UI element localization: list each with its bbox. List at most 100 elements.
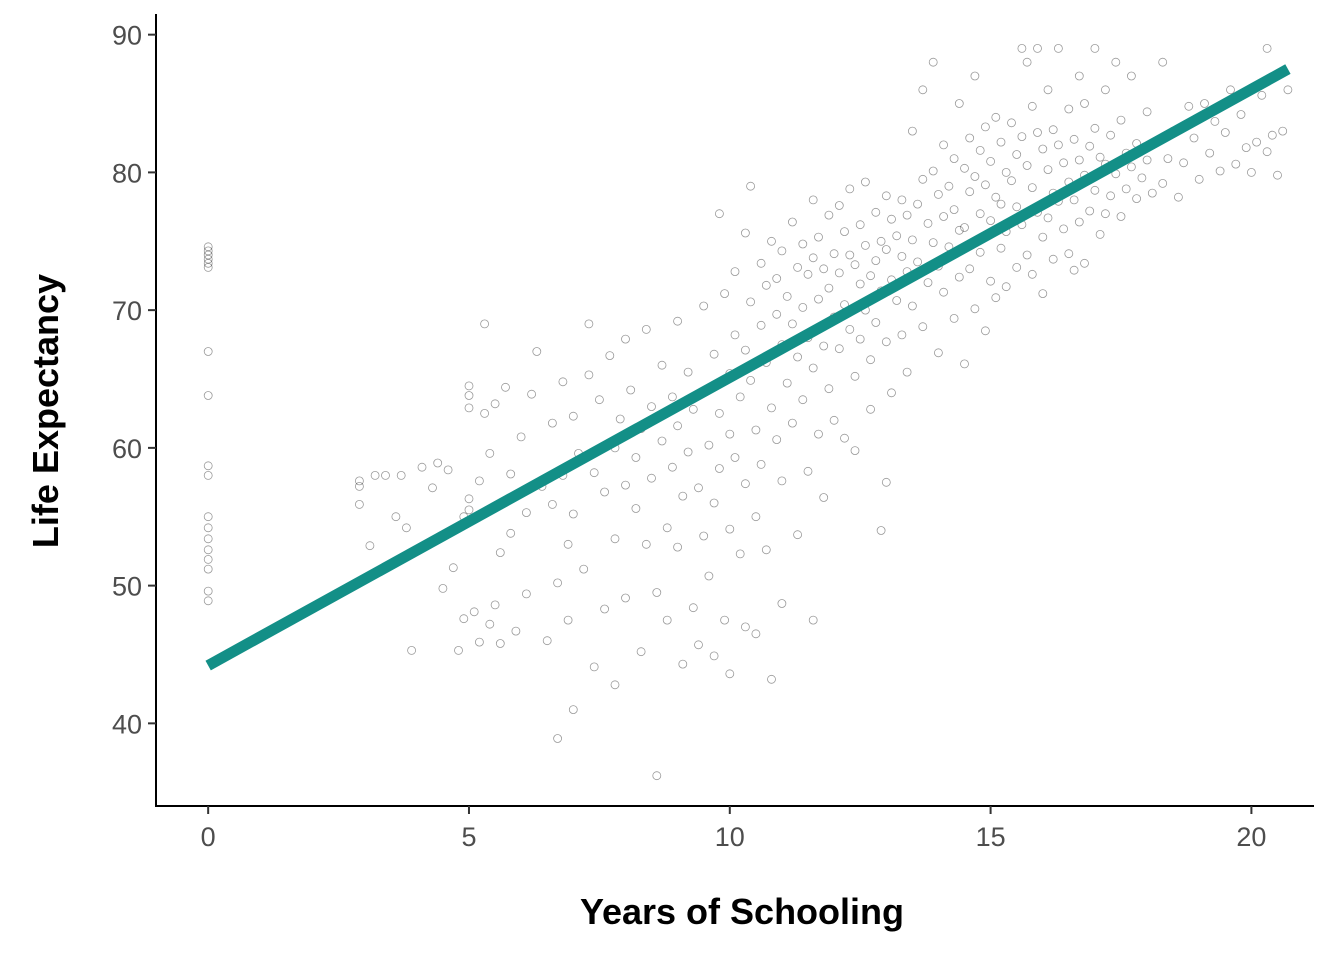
- data-point: [991, 192, 1001, 202]
- data-point: [203, 242, 213, 252]
- data-point: [589, 662, 599, 672]
- data-point: [621, 480, 630, 490]
- data-point: [511, 626, 521, 636]
- data-point: [887, 214, 896, 224]
- data-point: [203, 246, 213, 256]
- data-point: [975, 145, 985, 155]
- data-point: [970, 71, 980, 81]
- data-point: [881, 337, 891, 347]
- data-point: [1069, 134, 1079, 144]
- data-point: [788, 418, 797, 428]
- data-point: [751, 629, 761, 639]
- data-point: [203, 258, 213, 268]
- data-point: [1001, 167, 1011, 177]
- data-point: [1106, 191, 1115, 201]
- data-point: [866, 355, 875, 365]
- data-point: [866, 404, 875, 414]
- data-point: [527, 389, 536, 399]
- data-point: [986, 216, 995, 226]
- data-point: [808, 363, 818, 373]
- data-point: [381, 470, 390, 480]
- data-point: [834, 344, 844, 354]
- data-point: [454, 646, 463, 655]
- data-point: [803, 269, 813, 279]
- data-point: [715, 408, 724, 418]
- data-point: [203, 347, 213, 356]
- data-point: [939, 140, 948, 150]
- data-point: [495, 548, 505, 557]
- data-point: [871, 318, 881, 327]
- data-point: [1059, 158, 1068, 168]
- data-point: [647, 473, 656, 483]
- data-point: [1074, 155, 1084, 165]
- data-point: [1095, 152, 1105, 162]
- data-point: [720, 289, 729, 299]
- data-point: [996, 243, 1006, 253]
- data-point: [1017, 44, 1027, 53]
- data-point: [741, 345, 750, 355]
- data-point: [506, 469, 516, 479]
- data-point: [558, 377, 568, 387]
- data-point: [845, 250, 855, 260]
- data-point: [1127, 71, 1136, 81]
- data-point: [887, 388, 896, 398]
- data-point: [1095, 229, 1105, 239]
- data-point: [522, 508, 531, 517]
- data-point: [824, 210, 834, 220]
- data-point: [1085, 141, 1095, 151]
- data-point: [939, 212, 948, 221]
- data-point: [881, 191, 891, 201]
- data-point: [756, 258, 766, 268]
- data-point: [965, 264, 975, 274]
- data-point: [923, 278, 933, 288]
- data-point: [203, 250, 213, 260]
- data-point: [370, 470, 380, 480]
- data-point: [1043, 213, 1053, 223]
- data-point: [1054, 44, 1063, 53]
- data-point: [704, 440, 714, 450]
- data-point: [673, 542, 682, 552]
- data-point: [203, 254, 213, 264]
- data-point: [913, 199, 922, 209]
- data-point: [855, 279, 865, 289]
- data-point: [954, 272, 964, 282]
- data-point: [704, 571, 714, 581]
- data-point: [365, 541, 375, 551]
- data-point: [1069, 195, 1079, 205]
- data-point: [657, 436, 667, 446]
- data-point: [871, 207, 881, 217]
- data-point: [756, 459, 766, 469]
- data-point: [798, 395, 808, 405]
- data-point: [788, 319, 797, 329]
- data-point: [949, 154, 959, 164]
- data-point: [683, 367, 693, 377]
- data-point: [668, 462, 677, 472]
- data-point: [688, 404, 698, 414]
- y-tick-label: 50: [112, 572, 142, 602]
- data-point: [808, 195, 818, 205]
- data-point: [203, 586, 213, 596]
- data-point: [876, 236, 886, 246]
- data-point: [829, 415, 839, 425]
- data-point: [709, 349, 719, 359]
- data-point: [522, 589, 531, 599]
- data-point: [850, 260, 860, 270]
- data-point: [354, 476, 364, 486]
- y-tick-label: 60: [112, 434, 142, 464]
- data-point: [725, 429, 735, 439]
- data-point: [730, 267, 740, 277]
- data-point: [662, 615, 672, 625]
- data-point: [548, 499, 557, 509]
- data-point: [897, 195, 907, 205]
- data-point: [928, 238, 938, 248]
- data-point: [908, 301, 917, 311]
- data-point: [1007, 118, 1016, 128]
- data-point: [1059, 224, 1068, 234]
- data-point: [203, 596, 213, 606]
- data-point: [725, 524, 735, 534]
- data-point: [845, 184, 855, 194]
- data-point: [902, 210, 912, 220]
- data-point: [1200, 99, 1209, 108]
- data-point: [1027, 101, 1037, 111]
- data-point: [1074, 71, 1084, 81]
